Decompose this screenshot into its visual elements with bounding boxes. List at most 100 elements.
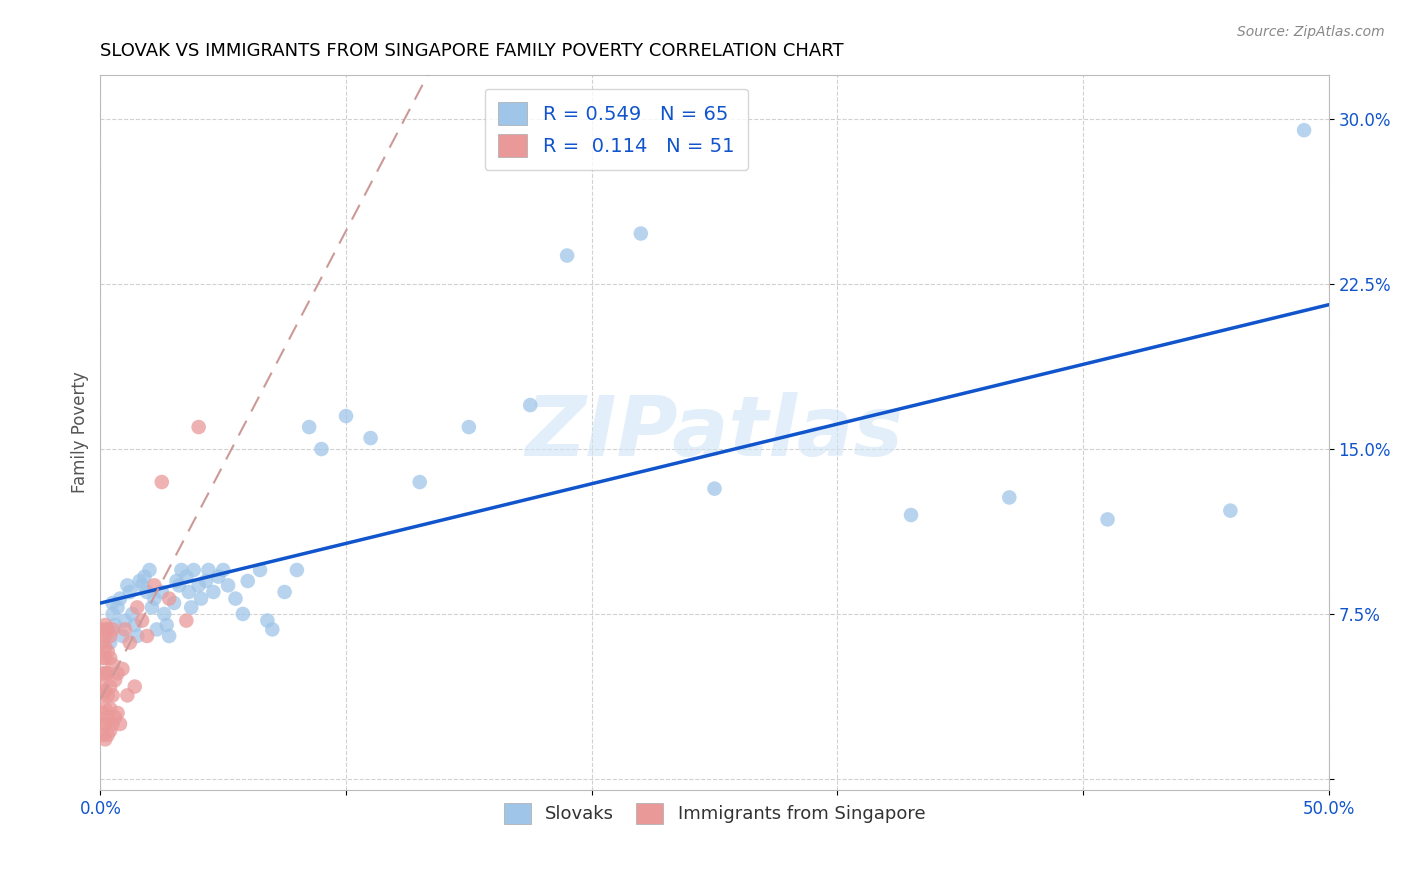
Point	[298, 420, 321, 434]
Point	[117, 578, 139, 592]
Point	[195, 574, 218, 588]
Point	[131, 578, 153, 592]
Point	[555, 248, 578, 262]
Point	[94, 629, 117, 643]
Point	[1219, 503, 1241, 517]
Point	[118, 635, 141, 649]
Point	[104, 673, 127, 687]
Point	[91, 706, 114, 720]
Point	[101, 717, 124, 731]
Point	[114, 614, 136, 628]
Point	[285, 563, 308, 577]
Point	[236, 574, 259, 588]
Point	[146, 623, 169, 637]
Y-axis label: Family Poverty: Family Poverty	[72, 372, 89, 493]
Point	[91, 623, 114, 637]
Point	[202, 585, 225, 599]
Point	[97, 728, 120, 742]
Point	[998, 491, 1021, 505]
Point	[91, 680, 114, 694]
Point	[91, 728, 114, 742]
Point	[262, 623, 284, 637]
Point	[124, 618, 146, 632]
Point	[180, 600, 202, 615]
Point	[249, 563, 271, 577]
Point	[108, 591, 131, 606]
Point	[104, 710, 127, 724]
Point	[107, 666, 129, 681]
Point	[900, 508, 922, 522]
Point	[143, 591, 166, 606]
Point	[335, 409, 357, 423]
Point	[91, 717, 114, 731]
Point	[118, 585, 141, 599]
Point	[97, 710, 120, 724]
Text: ZIPatlas: ZIPatlas	[526, 392, 904, 473]
Point	[98, 651, 121, 665]
Point	[91, 635, 114, 649]
Point	[98, 629, 121, 643]
Point	[703, 482, 725, 496]
Point	[98, 701, 121, 715]
Point	[150, 585, 173, 599]
Point	[127, 629, 149, 643]
Point	[98, 635, 121, 649]
Point	[187, 420, 209, 434]
Point	[177, 585, 200, 599]
Point	[138, 563, 160, 577]
Point	[256, 614, 278, 628]
Point	[207, 569, 229, 583]
Point	[217, 578, 239, 592]
Point	[1294, 123, 1316, 137]
Point	[136, 585, 159, 599]
Point	[104, 618, 127, 632]
Text: SLOVAK VS IMMIGRANTS FROM SINGAPORE FAMILY POVERTY CORRELATION CHART: SLOVAK VS IMMIGRANTS FROM SINGAPORE FAMI…	[100, 42, 844, 60]
Point	[190, 591, 212, 606]
Point	[94, 684, 117, 698]
Point	[97, 623, 120, 637]
Point	[117, 689, 139, 703]
Point	[141, 600, 163, 615]
Point	[97, 644, 120, 658]
Point	[98, 680, 121, 694]
Point	[630, 227, 652, 241]
Point	[114, 623, 136, 637]
Point	[98, 723, 121, 738]
Point	[156, 618, 179, 632]
Point	[111, 662, 134, 676]
Point	[91, 651, 114, 665]
Text: Source: ZipAtlas.com: Source: ZipAtlas.com	[1237, 25, 1385, 39]
Point	[121, 607, 143, 621]
Point	[153, 607, 176, 621]
Point	[224, 591, 246, 606]
Point	[519, 398, 541, 412]
Point	[212, 563, 235, 577]
Point	[94, 651, 117, 665]
Point	[166, 574, 188, 588]
Point	[107, 600, 129, 615]
Point	[124, 680, 146, 694]
Point	[136, 629, 159, 643]
Point	[197, 563, 219, 577]
Point	[94, 666, 117, 681]
Point	[128, 574, 150, 588]
Point	[150, 475, 173, 489]
Point	[457, 420, 479, 434]
Legend: Slovaks, Immigrants from Singapore: Slovaks, Immigrants from Singapore	[494, 792, 936, 835]
Point	[91, 666, 114, 681]
Point	[94, 618, 117, 632]
Point	[176, 569, 198, 583]
Point	[101, 596, 124, 610]
Point	[107, 706, 129, 720]
Point	[91, 689, 114, 703]
Point	[1097, 512, 1119, 526]
Point	[360, 431, 382, 445]
Point	[157, 629, 180, 643]
Point	[167, 578, 190, 592]
Point	[101, 623, 124, 637]
Point	[94, 732, 117, 747]
Point	[97, 666, 120, 681]
Point	[183, 563, 205, 577]
Point	[134, 569, 156, 583]
Point	[311, 442, 333, 456]
